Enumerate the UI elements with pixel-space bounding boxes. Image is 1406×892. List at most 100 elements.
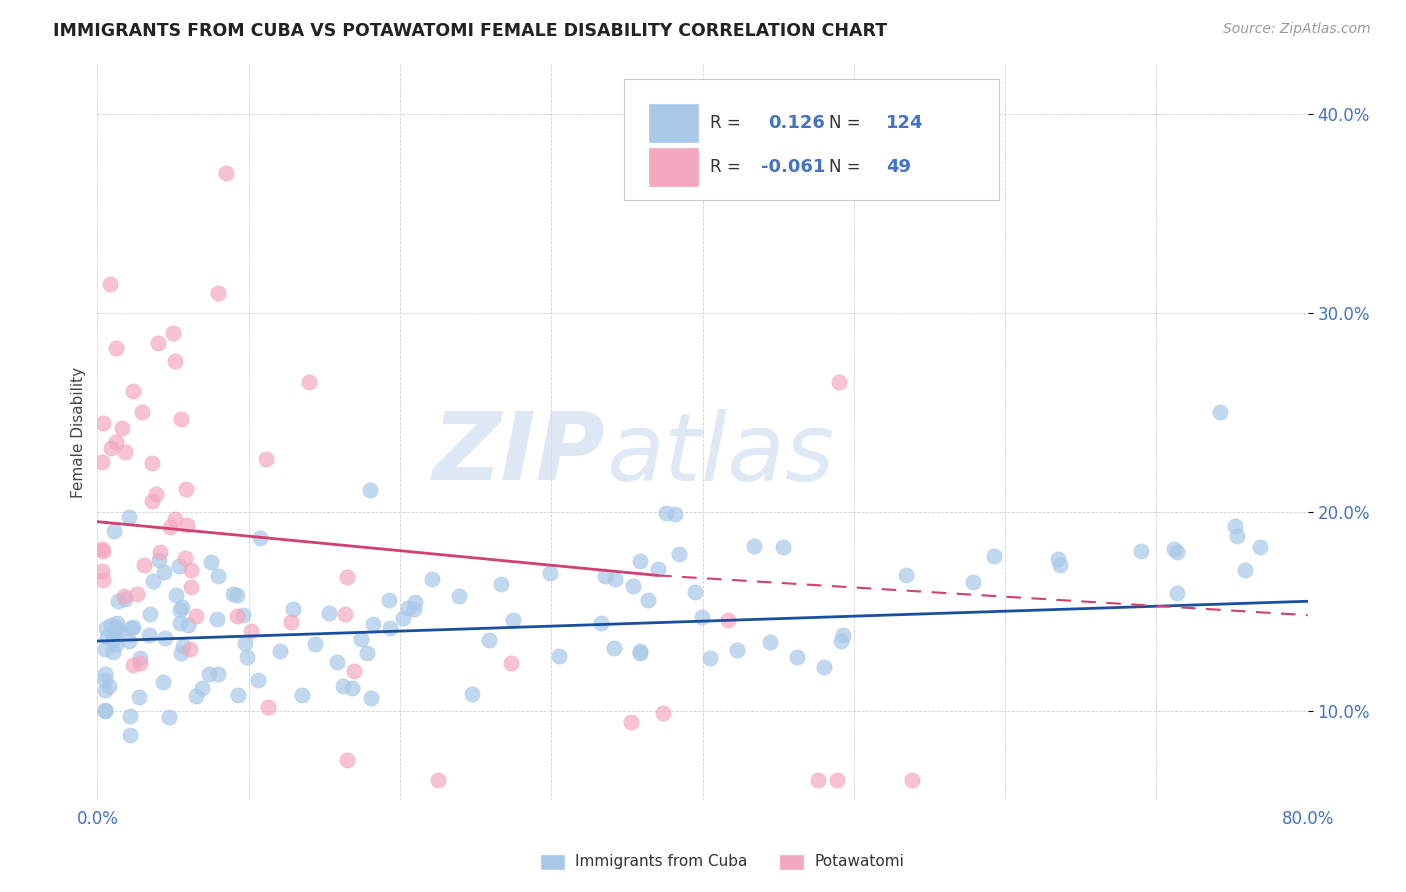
- Point: [336, 753, 359, 767]
- Point: [139, 607, 162, 622]
- Point: [172, 639, 194, 653]
- Point: [547, 649, 569, 664]
- Point: [1049, 558, 1071, 572]
- Point: [538, 566, 561, 580]
- Point: [184, 609, 207, 624]
- Point: [420, 572, 443, 586]
- Point: [1047, 551, 1070, 566]
- Point: [361, 617, 384, 632]
- Point: [962, 574, 984, 589]
- Point: [236, 650, 259, 665]
- Text: Potawatomi: Potawatomi: [814, 855, 904, 869]
- Point: [103, 524, 125, 538]
- Point: [180, 563, 202, 577]
- Point: [655, 506, 678, 520]
- Point: [830, 634, 852, 648]
- Point: [1233, 563, 1256, 577]
- Point: [404, 595, 426, 609]
- Point: [478, 633, 501, 648]
- Point: [153, 565, 176, 579]
- Point: [742, 539, 765, 553]
- Point: [198, 667, 221, 681]
- Point: [165, 512, 187, 526]
- Point: [146, 335, 169, 350]
- Point: [104, 624, 127, 638]
- Point: [176, 518, 198, 533]
- Point: [169, 603, 191, 617]
- Point: [141, 457, 163, 471]
- Point: [125, 587, 148, 601]
- Point: [502, 613, 524, 627]
- Text: 49: 49: [886, 158, 911, 176]
- Point: [91, 544, 114, 558]
- Text: ZIP: ZIP: [433, 409, 606, 500]
- Point: [304, 637, 326, 651]
- Point: [128, 690, 150, 704]
- Point: [298, 376, 321, 390]
- Point: [191, 681, 214, 695]
- Text: Source: ZipAtlas.com: Source: ZipAtlas.com: [1223, 22, 1371, 37]
- Point: [118, 634, 141, 648]
- Point: [404, 602, 426, 616]
- Point: [332, 679, 354, 693]
- Point: [94, 667, 117, 681]
- Point: [117, 509, 139, 524]
- FancyBboxPatch shape: [624, 78, 1000, 200]
- Point: [378, 621, 401, 635]
- Point: [177, 618, 200, 632]
- Text: R =: R =: [710, 114, 747, 132]
- Point: [120, 727, 142, 741]
- Text: -0.061: -0.061: [761, 158, 825, 176]
- Point: [167, 559, 190, 574]
- Point: [162, 326, 184, 340]
- Point: [333, 607, 356, 621]
- Point: [1249, 540, 1271, 554]
- Point: [157, 710, 180, 724]
- Point: [1223, 519, 1246, 533]
- Point: [280, 615, 302, 629]
- Point: [685, 585, 707, 599]
- Point: [207, 569, 229, 583]
- Point: [169, 616, 191, 631]
- FancyBboxPatch shape: [650, 103, 699, 142]
- Point: [772, 540, 794, 554]
- Point: [184, 690, 207, 704]
- Point: [108, 624, 131, 638]
- Point: [96, 630, 118, 644]
- Text: atlas: atlas: [606, 409, 834, 500]
- Point: [807, 773, 830, 788]
- Point: [226, 688, 249, 702]
- Point: [120, 709, 142, 723]
- Point: [392, 611, 415, 625]
- Point: [491, 577, 513, 591]
- Point: [94, 673, 117, 687]
- Point: [134, 558, 156, 573]
- Point: [350, 632, 373, 646]
- Point: [174, 482, 197, 496]
- Point: [336, 570, 359, 584]
- Point: [239, 624, 262, 639]
- Point: [828, 376, 851, 390]
- Point: [100, 441, 122, 455]
- Point: [107, 593, 129, 607]
- Point: [342, 665, 364, 679]
- Point: [426, 773, 449, 788]
- Point: [621, 579, 644, 593]
- Point: [813, 659, 835, 673]
- Point: [269, 644, 291, 658]
- Point: [900, 773, 922, 788]
- Point: [664, 507, 686, 521]
- Point: [131, 405, 153, 419]
- Point: [378, 593, 401, 607]
- Point: [120, 621, 142, 635]
- Point: [786, 649, 808, 664]
- Point: [100, 618, 122, 632]
- Point: [396, 601, 419, 615]
- Point: [112, 589, 135, 603]
- Point: [98, 277, 121, 291]
- Point: [359, 483, 381, 497]
- Point: [207, 285, 229, 300]
- Point: [90, 542, 112, 557]
- Point: [589, 616, 612, 631]
- Text: IMMIGRANTS FROM CUBA VS POTAWATOMI FEMALE DISABILITY CORRELATION CHART: IMMIGRANTS FROM CUBA VS POTAWATOMI FEMAL…: [53, 22, 887, 40]
